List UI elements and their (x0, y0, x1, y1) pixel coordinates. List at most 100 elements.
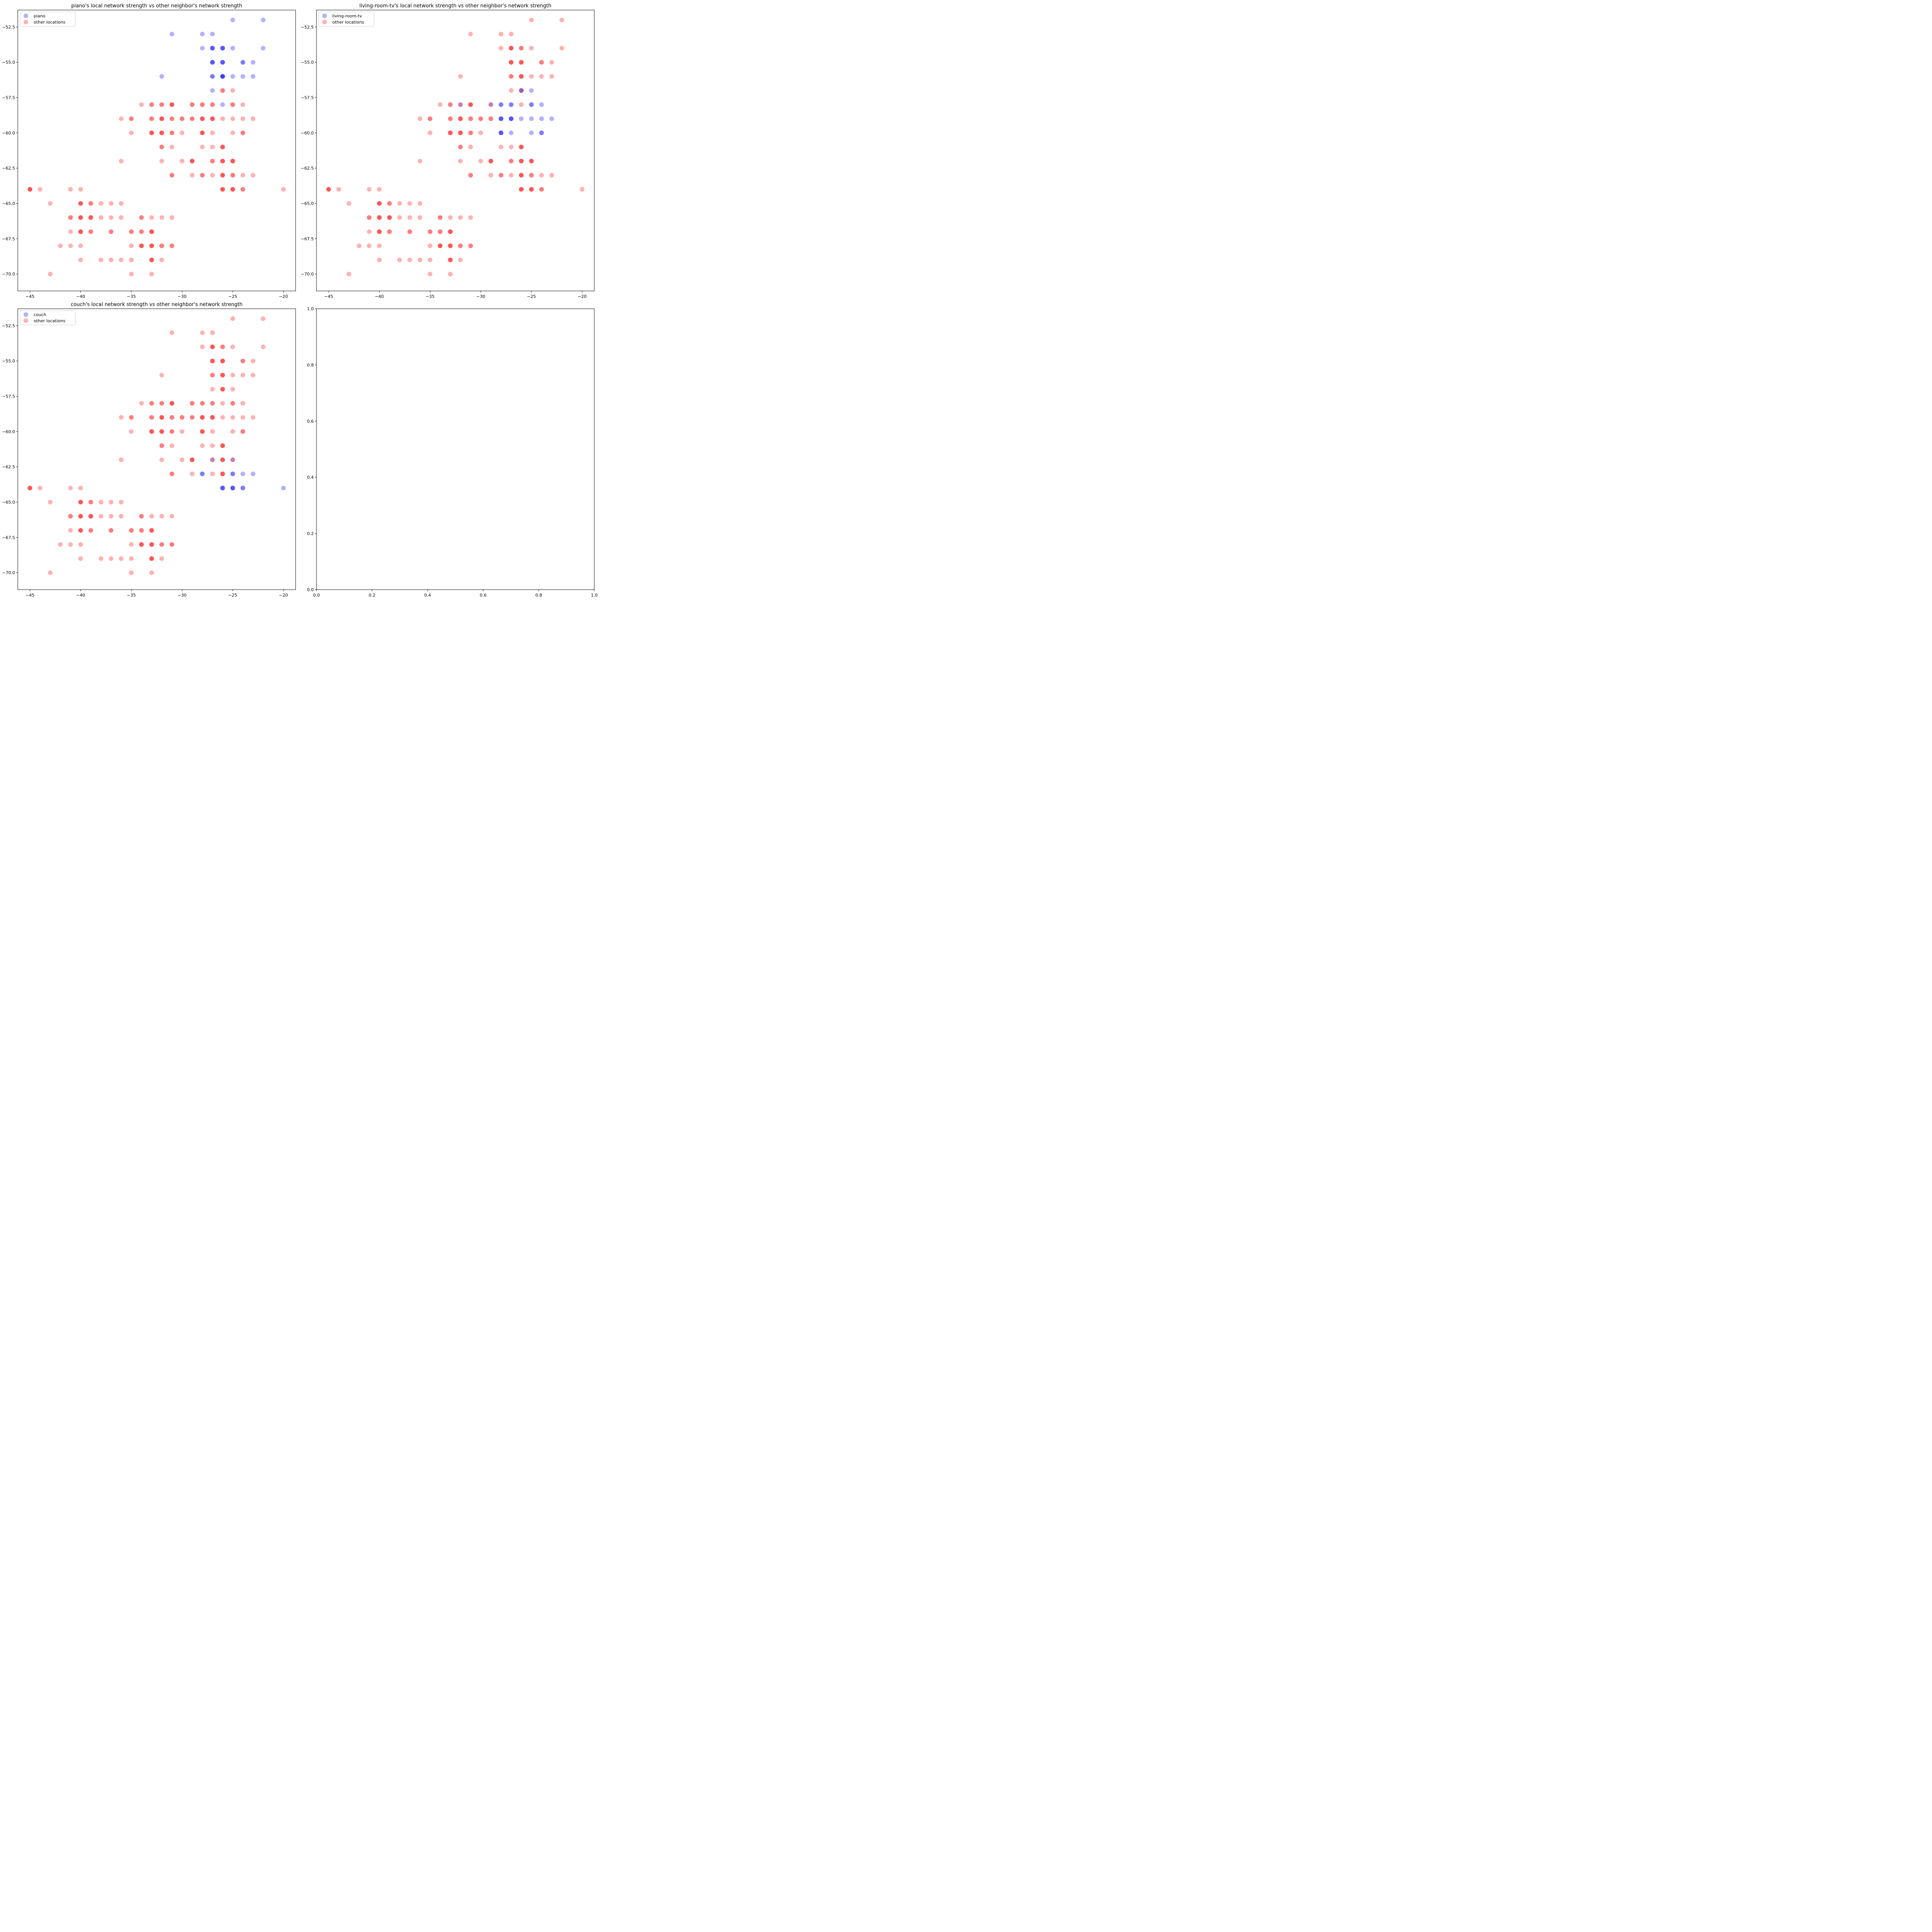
data-point (180, 415, 185, 420)
legend-label: piano (34, 14, 46, 19)
data-point (78, 500, 83, 505)
data-point (397, 201, 402, 206)
data-point (519, 74, 524, 79)
legend-box (318, 12, 374, 27)
data-point (448, 272, 453, 277)
data-point (240, 359, 245, 364)
data-point (200, 401, 205, 406)
data-point (210, 415, 215, 420)
data-point (220, 359, 225, 364)
data-point (230, 158, 235, 163)
data-point (200, 102, 205, 107)
data-point (119, 457, 124, 462)
data-point (509, 173, 514, 178)
data-point (448, 116, 453, 121)
data-point (159, 158, 164, 163)
data-point (149, 102, 154, 107)
x-tick-label: −45 (26, 294, 34, 299)
data-point (169, 102, 174, 107)
data-point (498, 116, 503, 121)
data-point (37, 486, 43, 490)
data-point (230, 116, 235, 121)
data-point (529, 74, 534, 79)
data-point (129, 570, 134, 575)
data-point (529, 102, 534, 107)
data-point (159, 429, 164, 434)
data-point (250, 116, 255, 121)
data-point (78, 257, 83, 262)
data-point (519, 88, 524, 93)
data-point (488, 173, 493, 178)
x-tick-label: 0.0 (313, 593, 320, 598)
data-point (159, 116, 164, 121)
data-point (78, 215, 83, 220)
data-point (488, 116, 493, 121)
data-point (210, 158, 215, 163)
data-point (169, 401, 174, 406)
axes-frame (17, 308, 296, 590)
data-point (200, 401, 205, 406)
data-point (210, 60, 215, 65)
data-point (468, 32, 473, 37)
data-point (529, 158, 534, 163)
data-point (149, 556, 154, 561)
data-point (169, 471, 174, 476)
data-point (149, 401, 154, 406)
data-point (210, 102, 215, 107)
data-point (27, 187, 32, 192)
data-point (200, 102, 205, 107)
data-point (220, 344, 225, 349)
data-point (240, 486, 245, 490)
data-point (139, 243, 144, 248)
data-point (377, 201, 382, 206)
data-point (190, 158, 195, 163)
data-point (220, 158, 225, 163)
data-point (200, 443, 205, 448)
data-point (468, 130, 473, 135)
y-tick-label: −67.5 (2, 236, 15, 242)
data-point (519, 46, 524, 51)
data-point (159, 443, 164, 448)
data-point (78, 514, 83, 519)
subplot-4: 0.0 0.2 0.4 0.6 0.8 1.0 0.0 0.2 0.4 0.6 0.8 1.0 (307, 306, 598, 598)
data-point (210, 330, 215, 335)
data-point (159, 145, 164, 150)
data-point (200, 330, 205, 335)
data-point (149, 542, 154, 547)
data-point (448, 257, 453, 262)
data-point (159, 415, 164, 420)
data-point (149, 542, 154, 547)
data-point (210, 116, 215, 121)
data-point (230, 130, 235, 135)
data-point (210, 116, 215, 121)
data-point (458, 257, 463, 262)
data-point (149, 229, 154, 234)
data-point (220, 387, 225, 392)
data-point (159, 257, 164, 262)
data-point (448, 257, 453, 262)
data-point (139, 215, 144, 220)
legend-label: other locations (34, 20, 65, 25)
data-point (149, 257, 154, 262)
data-point (230, 471, 235, 476)
data-point (220, 158, 225, 163)
data-point (149, 570, 154, 575)
data-point (190, 158, 195, 163)
data-point (200, 116, 205, 121)
data-point (88, 229, 93, 234)
data-point (109, 201, 114, 206)
data-point (210, 372, 215, 378)
data-point (519, 102, 524, 107)
data-point (377, 201, 382, 206)
data-point (488, 158, 493, 163)
data-point (549, 60, 554, 65)
data-point (498, 130, 503, 135)
data-point (240, 130, 245, 135)
data-point (109, 500, 114, 505)
data-point (220, 457, 225, 462)
x-tick-label: 0.8 (535, 593, 542, 598)
data-point (519, 60, 524, 65)
data-point (200, 415, 205, 420)
data-point (78, 229, 83, 234)
data-point (88, 215, 93, 220)
